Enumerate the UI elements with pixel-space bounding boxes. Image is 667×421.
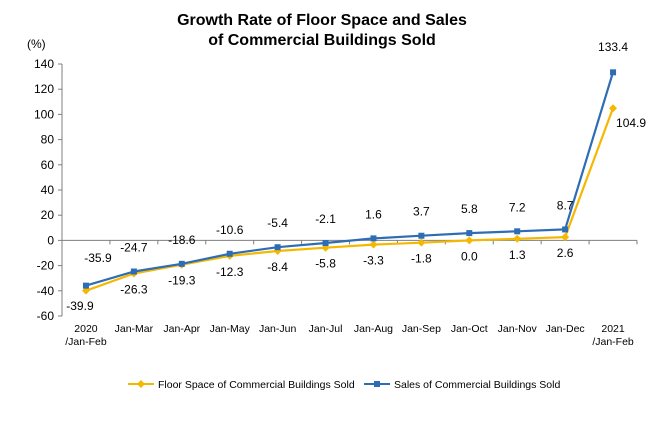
sales-data-label: 133.4 [598, 40, 628, 54]
data-point [82, 282, 89, 289]
x-tick-label: Jan-Sep [402, 323, 441, 335]
data-point [418, 232, 425, 239]
legend: Floor Space of Commercial Buildings Sold… [128, 379, 560, 391]
data-point [561, 233, 570, 242]
floor-space-data-label: -8.4 [267, 260, 288, 274]
chart-title-line-2: of Commercial Buildings Sold [208, 32, 436, 49]
x-tick-label: Jan-May [210, 323, 251, 335]
x-tick-label: Jan-Mar [115, 323, 154, 335]
data-point [370, 235, 377, 242]
sales-data-label: -10.6 [216, 223, 244, 237]
series-lines [81, 69, 618, 295]
sales-data-label: -24.7 [120, 241, 148, 255]
floor-space-data-label: 1.3 [509, 248, 526, 262]
data-point [178, 260, 185, 267]
floor-space-data-label: 2.6 [557, 246, 574, 260]
data-point [466, 230, 473, 237]
y-tick-label: -60 [37, 309, 55, 323]
data-point [130, 268, 137, 275]
y-tick-label: 80 [41, 133, 55, 147]
legend-label: Floor Space of Commercial Buildings Sold [158, 379, 355, 391]
data-point [417, 238, 426, 247]
data-point [465, 236, 474, 245]
series-line-sales [85, 71, 615, 287]
sales-data-label: -35.9 [84, 251, 112, 265]
data-labels: -35.9 -24.7 -18.6 -10.6 -5.4 -2.1 1.6 3.7 5.8 7.2… [66, 40, 646, 313]
sales-data-label: 5.8 [461, 202, 478, 216]
axes: 140 120 100 80 60 40 20 0 -20 -40 -60 2020/Jan-Feb J… [34, 57, 638, 348]
floor-space-data-label: -5.8 [315, 257, 336, 271]
sales-data-label: 7.2 [509, 200, 526, 214]
legend-marker [374, 381, 380, 387]
floor-space-data-label: -3.3 [363, 254, 384, 268]
x-tick-label: Jan-Dec [546, 323, 585, 335]
floor-space-data-label: -1.8 [411, 252, 432, 266]
x-tick-label: Jan-Aug [354, 323, 393, 335]
floor-space-data-label: -19.3 [168, 274, 196, 288]
sales-data-label: 1.6 [365, 207, 382, 221]
floor-space-data-label: -39.9 [66, 299, 94, 313]
data-point [369, 240, 378, 249]
legend-label: Sales of Commercial Buildings Sold [394, 379, 560, 391]
data-point [562, 226, 569, 233]
legend-sales: Sales of Commercial Buildings Sold [364, 379, 560, 391]
y-tick-label: 40 [41, 183, 55, 197]
x-tick-label: Jan-Nov [498, 323, 538, 335]
data-point [81, 286, 90, 295]
x-tick-label: 2020 [74, 323, 98, 335]
x-tick-label: Jan-Jul [309, 323, 343, 335]
data-point [514, 228, 521, 235]
y-tick-label: 120 [34, 82, 54, 96]
legend-marker [137, 380, 145, 388]
data-point [513, 234, 522, 243]
data-point [226, 250, 233, 257]
sales-data-label: -2.1 [315, 212, 336, 226]
x-tick-label: Jan-Apr [163, 323, 200, 335]
sales-data-label: -5.4 [267, 216, 288, 230]
y-tick-label: 0 [47, 233, 54, 247]
floor-space-data-label: 0.0 [461, 249, 478, 263]
y-tick-label: 140 [34, 57, 54, 71]
data-point [610, 69, 617, 76]
sales-data-label: 8.7 [557, 198, 574, 212]
data-point [274, 244, 281, 251]
y-axis-unit-label: (%) [27, 37, 46, 51]
sales-data-label: -18.6 [168, 233, 196, 247]
sales-data-label: 3.7 [413, 205, 430, 219]
data-point [609, 104, 618, 113]
data-point [322, 240, 329, 247]
x-tick-label: 2021 [601, 323, 625, 335]
y-tick-label: 100 [34, 107, 54, 121]
x-tick-label: /Jan-Feb [592, 336, 634, 348]
floor-space-data-label: 104.9 [616, 116, 646, 130]
x-tick-label: /Jan-Feb [65, 336, 107, 348]
y-tick-label: 60 [41, 158, 55, 172]
x-tick-label: Jan-Jun [259, 323, 297, 335]
legend-floor-space: Floor Space of Commercial Buildings Sold [128, 379, 355, 391]
y-tick-label: -20 [37, 259, 55, 273]
x-tick-label: Jan-Oct [451, 323, 488, 335]
floor-space-data-label: -26.3 [120, 283, 148, 297]
series-line-floor-space [85, 107, 615, 292]
y-tick-label: 20 [41, 208, 55, 222]
y-tick-label: -40 [37, 284, 55, 298]
chart-title-line-1: Growth Rate of Floor Space and Sales [177, 12, 467, 29]
floor-space-data-label: -12.3 [216, 265, 244, 279]
